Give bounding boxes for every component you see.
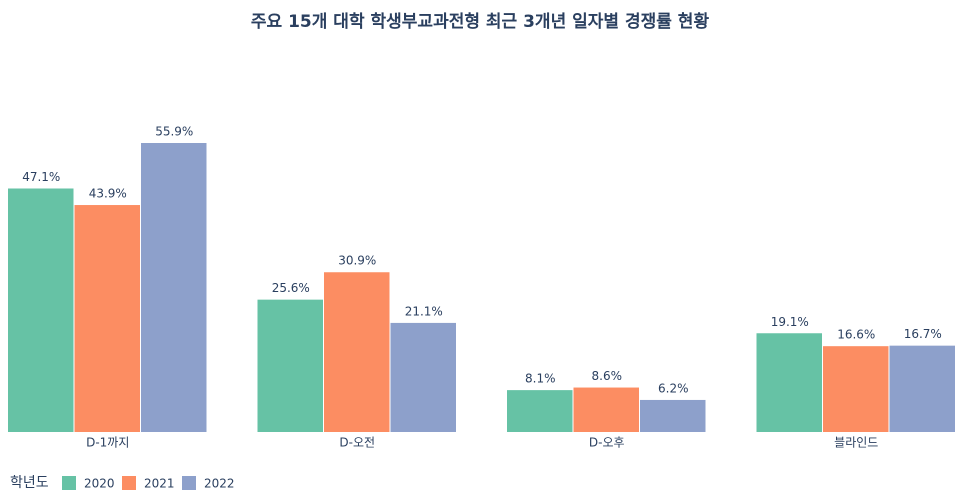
bar	[257, 299, 323, 432]
bar	[640, 399, 706, 432]
bar	[390, 322, 456, 432]
bar	[324, 272, 390, 432]
x-tick-label: D-오후	[589, 436, 625, 450]
value-label: 21.1%	[405, 304, 443, 318]
legend-swatch	[122, 476, 136, 490]
bar	[823, 346, 889, 432]
value-label: 43.9%	[89, 187, 127, 201]
legend-title: 학년도	[10, 475, 49, 491]
value-label: 25.6%	[272, 281, 310, 295]
bar	[74, 205, 140, 432]
x-tick-label: D-1까지	[86, 436, 129, 450]
value-label: 8.1%	[525, 372, 556, 386]
chart-title: 주요 15개 대학 학생부교과전형 최근 3개년 일자별 경쟁률 현황	[251, 11, 710, 32]
legend-swatch	[62, 476, 76, 490]
value-label: 6.2%	[658, 381, 689, 395]
value-label: 16.6%	[837, 328, 875, 342]
legend-label: 2021	[144, 477, 175, 491]
value-label: 19.1%	[771, 315, 809, 329]
value-label: 55.9%	[155, 125, 193, 139]
bar	[8, 188, 74, 432]
value-label: 8.6%	[592, 369, 623, 383]
bar	[889, 345, 955, 432]
legend-label: 2020	[84, 477, 115, 491]
value-label: 30.9%	[338, 254, 376, 268]
legend-swatch	[182, 476, 196, 490]
legend-label: 2022	[204, 477, 235, 491]
bar	[573, 387, 639, 432]
x-tick-label: 블라인드	[834, 436, 878, 450]
bar	[507, 390, 573, 432]
value-label: 16.7%	[904, 327, 942, 341]
value-label: 47.1%	[22, 170, 60, 184]
bar	[756, 333, 822, 432]
x-tick-label: D-오전	[339, 436, 375, 450]
bar	[141, 143, 207, 432]
